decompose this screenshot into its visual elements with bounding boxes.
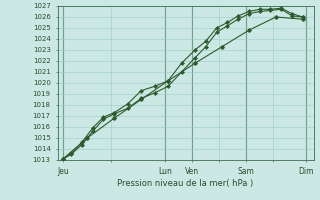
X-axis label: Pression niveau de la mer( hPa ): Pression niveau de la mer( hPa ) — [117, 179, 254, 188]
